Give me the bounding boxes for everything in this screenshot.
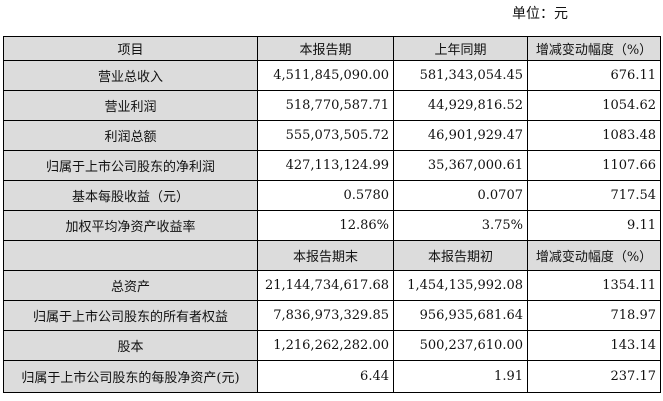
table-row: 归属于上市公司股东的所有者权益 7,836,973,329.85 956,935,6… <box>3 300 661 331</box>
row-label: 基本每股收益（元） <box>3 180 258 211</box>
cell-value: 44,929,816.52 <box>393 90 528 121</box>
cell-value: 本报告期初 <box>393 240 528 271</box>
cell-value: 1054.62 <box>527 90 661 121</box>
cell-value: 增减变动幅度（%） <box>527 240 661 271</box>
cell-value: 4,511,845,090.00 <box>257 60 394 91</box>
cell-value: 1,454,135,992.08 <box>393 270 528 301</box>
cell-value: 6.44 <box>257 360 394 393</box>
table-row: 归属于上市公司股东的每股净资产(元) 6.44 1.91 237.17 <box>3 360 661 393</box>
table-row: 营业总收入 4,511,845,090.00 581,343,054.45 676.1… <box>3 60 661 91</box>
table-row: 利润总额 555,073,505.72 46,901,929.47 1083.48 <box>3 120 661 151</box>
cell-value: 1,216,262,282.00 <box>257 330 394 361</box>
cell-value: 本报告期 <box>257 36 394 61</box>
row-label: 利润总额 <box>3 120 258 151</box>
cell-value: 581,343,054.45 <box>393 60 528 91</box>
cell-value: 500,237,610.00 <box>393 330 528 361</box>
cell-value: 0.0707 <box>393 180 528 211</box>
cell-value: 718.97 <box>527 300 661 331</box>
cell-value: 676.11 <box>527 60 661 91</box>
table-row: 归属于上市公司股东的净利润 427,113,124.99 35,367,000.61… <box>3 150 661 181</box>
cell-value: 7,836,973,329.85 <box>257 300 394 331</box>
row-label: 营业利润 <box>3 90 258 121</box>
cell-value: 717.54 <box>527 180 661 211</box>
row-label: 总资产 <box>3 270 258 301</box>
row-label: 营业总收入 <box>3 60 258 91</box>
table-row: 总资产 21,144,734,617.68 1,454,135,992.08 1354… <box>3 270 661 301</box>
cell-value: 35,367,000.61 <box>393 150 528 181</box>
table-row: 股本 1,216,262,282.00 500,237,610.00 143.14 <box>3 330 661 361</box>
cell-value: 1083.48 <box>527 120 661 151</box>
header-row: 项目 本报告期 上年同期 增减变动幅度（%） <box>3 36 661 61</box>
cell-value: 143.14 <box>527 330 661 361</box>
unit-label: 单位：元 <box>512 6 568 22</box>
cell-value: 本报告期末 <box>257 240 394 271</box>
cell-value: 21,144,734,617.68 <box>257 270 394 301</box>
cell-value: 增减变动幅度（%） <box>527 36 661 61</box>
cell-value: 555,073,505.72 <box>257 120 394 151</box>
cell-value: 46,901,929.47 <box>393 120 528 151</box>
cell-value: 3.75% <box>393 210 528 241</box>
table-row: 加权平均净资产收益率 12.86% 3.75% 9.11 <box>3 210 661 241</box>
cell-value: 9.11 <box>527 210 661 241</box>
row-label: 股本 <box>3 330 258 361</box>
cell-value: 237.17 <box>527 360 661 393</box>
financial-summary-table: 项目 本报告期 上年同期 增减变动幅度（%） 营业总收入 4,511,845,090.00… <box>3 36 661 393</box>
cell-value: 0.5780 <box>257 180 394 211</box>
cell-value: 1.91 <box>393 360 528 393</box>
cell-value: 12.86% <box>257 210 394 241</box>
cell-value: 956,935,681.64 <box>393 300 528 331</box>
row-label: 归属于上市公司股东的所有者权益 <box>3 300 258 331</box>
cell-value: 1354.11 <box>527 270 661 301</box>
row-label: 项目 <box>3 36 258 61</box>
cell-value: 1107.66 <box>527 150 661 181</box>
row-label: 归属于上市公司股东的净利润 <box>3 150 258 181</box>
table-row: 营业利润 518,770,587.71 44,929,816.52 1054.62 <box>3 90 661 121</box>
cell-value: 427,113,124.99 <box>257 150 394 181</box>
row-label: 加权平均净资产收益率 <box>3 210 258 241</box>
row-label: 归属于上市公司股东的每股净资产(元) <box>3 360 258 393</box>
cell-value: 518,770,587.71 <box>257 90 394 121</box>
row-label <box>3 240 258 271</box>
subheader-row: 本报告期末 本报告期初 增减变动幅度（%） <box>3 240 661 271</box>
cell-value: 上年同期 <box>393 36 528 61</box>
table-row: 基本每股收益（元） 0.5780 0.0707 717.54 <box>3 180 661 211</box>
